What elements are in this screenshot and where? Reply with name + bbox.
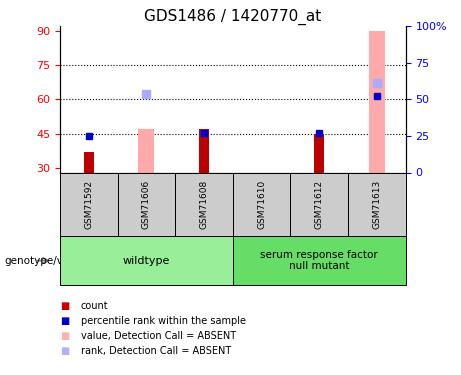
- Text: wildtype: wildtype: [123, 256, 170, 266]
- Text: percentile rank within the sample: percentile rank within the sample: [81, 316, 246, 326]
- Text: GSM71608: GSM71608: [200, 180, 208, 229]
- Text: GSM71592: GSM71592: [84, 180, 93, 229]
- Title: GDS1486 / 1420770_at: GDS1486 / 1420770_at: [144, 9, 321, 25]
- Text: count: count: [81, 301, 108, 310]
- Text: GSM71606: GSM71606: [142, 180, 151, 229]
- Bar: [314, 134, 325, 172]
- Text: ■: ■: [60, 316, 69, 326]
- Text: GSM71610: GSM71610: [257, 180, 266, 229]
- Text: ■: ■: [60, 346, 69, 355]
- Text: rank, Detection Call = ABSENT: rank, Detection Call = ABSENT: [81, 346, 231, 355]
- Text: serum response factor
null mutant: serum response factor null mutant: [260, 250, 378, 272]
- Text: ■: ■: [60, 331, 69, 340]
- Bar: [369, 31, 385, 172]
- Bar: [83, 152, 94, 172]
- Text: GSM71612: GSM71612: [315, 180, 324, 229]
- Bar: [138, 129, 154, 173]
- Bar: [199, 129, 209, 173]
- Text: genotype/variation: genotype/variation: [5, 256, 104, 266]
- Text: value, Detection Call = ABSENT: value, Detection Call = ABSENT: [81, 331, 236, 340]
- Text: GSM71613: GSM71613: [372, 180, 381, 229]
- Text: ■: ■: [60, 301, 69, 310]
